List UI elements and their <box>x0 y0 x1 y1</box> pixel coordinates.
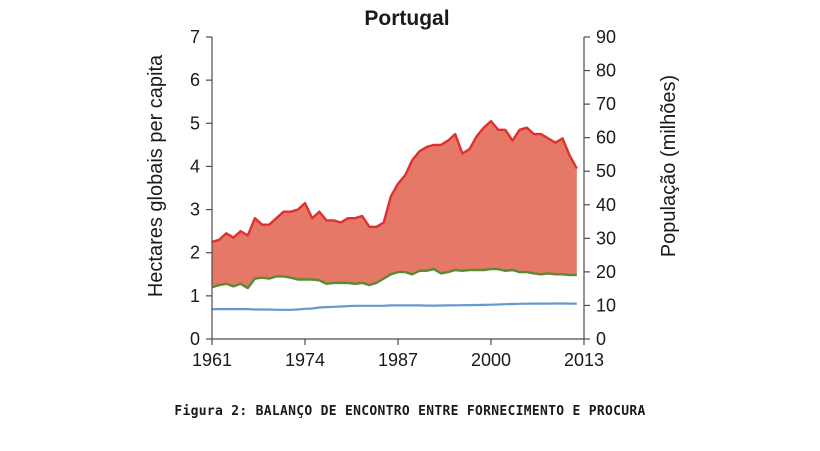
series-line-1 <box>211 267 577 290</box>
y-tick-label: 3 <box>190 200 200 220</box>
y-tick-label: 6 <box>190 70 200 90</box>
x-tick-label: 1974 <box>285 350 325 370</box>
y2-axis-label: População (milhões) <box>658 75 680 257</box>
y2-tick-label: 10 <box>596 295 616 315</box>
plot-area <box>211 119 578 311</box>
y2-tick-label: 40 <box>596 195 616 215</box>
y2-tick-label: 20 <box>596 262 616 282</box>
y-axis-label: Hectares globais per capita <box>145 54 167 297</box>
chart-title: Portugal <box>364 7 449 30</box>
y2-tick-label: 50 <box>596 161 616 181</box>
series-line-2 <box>212 302 577 311</box>
y2-tick-label: 0 <box>596 329 606 349</box>
y-tick-label: 0 <box>190 329 200 349</box>
filled-area <box>212 121 577 289</box>
series-line-0 <box>211 119 578 244</box>
x-tick-label: 2000 <box>471 350 511 370</box>
figure-caption: Figura 2: BALANÇO DE ENCONTRO ENTRE FORN… <box>174 404 646 419</box>
y2-tick-label: 70 <box>596 94 616 114</box>
x-tick-label: 1961 <box>192 350 232 370</box>
y-tick-label: 2 <box>190 243 200 263</box>
y2-tick-label: 90 <box>596 27 616 47</box>
y-tick-label: 1 <box>190 286 200 306</box>
y-tick-label: 7 <box>190 27 200 47</box>
y-tick-label: 4 <box>190 156 200 176</box>
x-tick-label: 1987 <box>378 350 418 370</box>
y2-tick-label: 60 <box>596 128 616 148</box>
y2-tick-label: 80 <box>596 61 616 81</box>
x-tick-label: 2013 <box>564 350 604 370</box>
chart: Portugal 0123456701020304050607080901961… <box>145 7 680 370</box>
y-tick-label: 5 <box>190 113 200 133</box>
y2-tick-label: 30 <box>596 228 616 248</box>
